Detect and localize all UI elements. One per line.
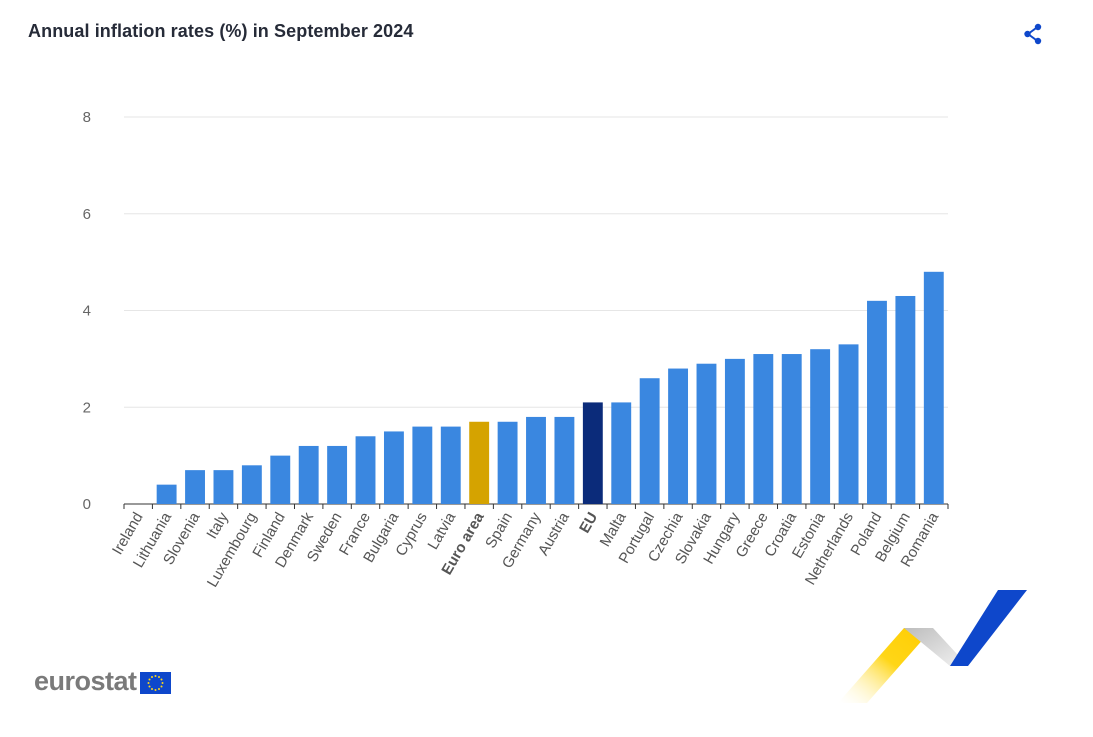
bar <box>611 402 632 504</box>
bar <box>327 445 348 504</box>
y-tick-label: 0 <box>83 496 91 513</box>
x-tick-label: Italy <box>203 509 232 542</box>
bar <box>554 416 575 504</box>
bar <box>355 436 376 504</box>
bar <box>810 349 831 504</box>
bar <box>781 354 802 504</box>
bar <box>156 484 177 504</box>
bar <box>696 363 717 504</box>
bar <box>469 421 490 504</box>
y-tick-label: 8 <box>83 109 91 126</box>
bar <box>213 470 234 504</box>
bar <box>497 421 518 504</box>
bar <box>526 416 546 504</box>
bar <box>895 295 916 504</box>
bar <box>582 402 603 504</box>
bar <box>270 455 291 504</box>
y-tick-label: 2 <box>83 399 91 416</box>
chart-title: Annual inflation rates (%) in September … <box>28 21 414 41</box>
eurostat-logo: eurostat <box>34 666 171 697</box>
bar <box>241 465 262 504</box>
bar <box>412 426 433 504</box>
bar <box>838 344 859 504</box>
bar <box>923 271 944 504</box>
bar <box>724 358 745 504</box>
bar <box>668 368 689 504</box>
x-tick-label: EU <box>576 510 601 537</box>
bar <box>867 300 887 504</box>
bar <box>298 445 319 504</box>
bar <box>185 470 205 504</box>
bar <box>639 378 660 504</box>
bar <box>383 431 404 504</box>
y-tick-label: 6 <box>83 206 91 223</box>
logo-text: eurostat <box>34 666 137 696</box>
y-tick-label: 4 <box>83 303 91 320</box>
bar <box>440 426 461 504</box>
bar <box>753 354 774 504</box>
share-icon[interactable] <box>1020 21 1046 47</box>
eu-flag-icon <box>139 672 171 694</box>
decorative-ribbon-graphic <box>838 590 1027 703</box>
